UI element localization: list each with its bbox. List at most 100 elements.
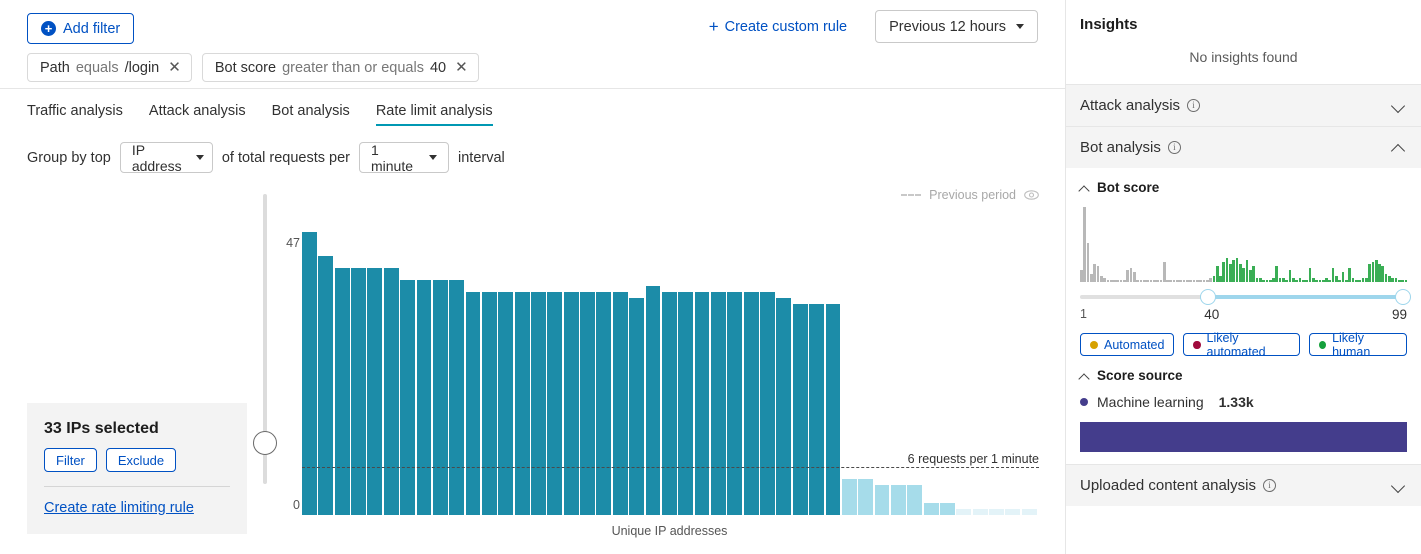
bar-ip31[interactable] [792, 304, 808, 515]
bar-ip20[interactable] [612, 292, 628, 515]
bar-ip43[interactable] [989, 508, 1004, 515]
slider-track[interactable] [263, 194, 267, 484]
histogram-bar [1212, 276, 1216, 282]
filter-chip-list: Path equals /login ✕ Bot score greater t… [27, 53, 1065, 82]
histogram-bar [1152, 280, 1156, 282]
close-icon[interactable]: ✕ [168, 59, 181, 76]
histogram-bar [1182, 280, 1186, 282]
bar-ip3[interactable] [334, 268, 350, 515]
bot-score-range-slider[interactable] [1080, 288, 1411, 306]
bar-ip30[interactable] [776, 298, 792, 515]
bar-ip42[interactable] [972, 508, 988, 515]
bar-ip39[interactable] [923, 502, 939, 515]
close-icon[interactable]: ✕ [455, 59, 468, 76]
bar-ip14[interactable] [514, 292, 530, 515]
filter-button[interactable]: Filter [44, 448, 97, 472]
bar-ip15[interactable] [531, 292, 546, 515]
bar-ip11[interactable] [465, 292, 481, 515]
time-range-value: Previous 12 hours [889, 18, 1006, 35]
tab-bot-analysis[interactable]: Bot analysis [271, 103, 350, 119]
eye-icon[interactable] [1024, 190, 1039, 200]
bar-ip1[interactable] [302, 232, 317, 515]
accordion-uploaded-content-analysis[interactable]: Uploaded content analysis i [1066, 464, 1421, 506]
tab-rate-limit-analysis[interactable]: Rate limit analysis [375, 103, 493, 126]
range-handle-low[interactable] [1199, 289, 1216, 305]
slider-handle[interactable] [253, 431, 277, 455]
histogram-bar [1146, 280, 1149, 282]
interval-select[interactable]: 1 minute [359, 142, 449, 174]
filter-bar: + Add filter Path equals /login ✕ Bot sc… [0, 0, 1065, 89]
accordion-bot-analysis[interactable]: Bot analysis i [1066, 126, 1421, 168]
create-custom-rule-button[interactable]: + Create custom rule [709, 18, 847, 35]
bar-ip9[interactable] [432, 280, 448, 515]
badge-likely-human[interactable]: Likely human [1309, 331, 1407, 359]
histogram-bar [1229, 264, 1232, 282]
info-icon[interactable]: i [1262, 479, 1276, 492]
bar-ip22[interactable] [645, 286, 661, 515]
bar-ip23[interactable] [661, 292, 677, 515]
bar-ip29[interactable] [760, 292, 775, 515]
info-icon[interactable]: i [1187, 99, 1201, 112]
create-rate-limiting-rule-link[interactable]: Create rate limiting rule [44, 500, 194, 516]
bar-ip12[interactable] [481, 292, 497, 515]
bar-ip34[interactable] [841, 478, 857, 515]
dimension-select[interactable]: IP address [119, 142, 213, 174]
selection-card: 33 IPs selected Filter Exclude Create ra… [27, 403, 247, 534]
histogram-bar [1305, 280, 1308, 282]
add-filter-button[interactable]: + Add filter [27, 13, 135, 44]
bar-ip41[interactable] [956, 508, 972, 515]
bar-ip26[interactable] [710, 292, 726, 515]
bar-ip45[interactable] [1021, 508, 1037, 515]
main-content: + Add filter Path equals /login ✕ Bot sc… [0, 0, 1065, 538]
badge-label: Automated [1104, 337, 1165, 352]
bar-ip24[interactable] [678, 292, 694, 515]
bar-ip5[interactable] [367, 268, 383, 515]
bar-ip33[interactable] [825, 304, 841, 515]
bot-category-badges: Automated Likely automated Likely human [1066, 323, 1421, 359]
threshold-slider[interactable] [253, 194, 277, 484]
range-handle-high[interactable] [1395, 289, 1411, 305]
bar-ip32[interactable] [809, 304, 824, 515]
bar-ip7[interactable] [400, 280, 416, 515]
bar-ip16[interactable] [547, 292, 563, 515]
time-range-select[interactable]: Previous 12 hours [875, 10, 1038, 43]
tab-traffic-analysis[interactable]: Traffic analysis [27, 103, 123, 119]
bar-ip17[interactable] [563, 292, 579, 515]
bar-ip44[interactable] [1005, 508, 1021, 515]
bar-ip21[interactable] [629, 298, 645, 515]
filter-chip-path[interactable]: Path equals /login ✕ [27, 53, 192, 82]
bar-ip19[interactable] [596, 292, 612, 515]
filter-chip-bot-score[interactable]: Bot score greater than or equals 40 ✕ [201, 53, 479, 82]
histogram-bar [1391, 278, 1395, 282]
bar-ip25[interactable] [694, 292, 710, 515]
exclude-button[interactable]: Exclude [105, 448, 177, 472]
badge-likely-automated[interactable]: Likely automated [1183, 330, 1301, 359]
bar-ip38[interactable] [907, 484, 923, 515]
bar-ip8[interactable] [416, 280, 432, 515]
tab-attack-analysis[interactable]: Attack analysis [148, 103, 246, 119]
accordion-attack-analysis[interactable]: Attack analysis i [1066, 84, 1421, 126]
bar-ip6[interactable] [383, 268, 399, 515]
bot-score-subsection-header[interactable]: Bot score [1066, 168, 1421, 195]
bar-ip27[interactable] [727, 292, 743, 515]
bar-ip28[interactable] [743, 292, 759, 515]
range-min-label: 1 [1080, 307, 1087, 321]
bar-ip4[interactable] [351, 268, 366, 515]
badge-label: Likely automated [1206, 330, 1266, 359]
histogram-bar [1106, 280, 1110, 282]
bar-ip10[interactable] [449, 280, 465, 515]
histogram-bar [1401, 280, 1405, 282]
bar-ip2[interactable] [318, 256, 334, 515]
bar-ip37[interactable] [890, 484, 906, 515]
score-source-subsection-header[interactable]: Score source [1066, 356, 1421, 383]
bar-ip40[interactable] [940, 502, 955, 515]
badge-automated[interactable]: Automated [1080, 333, 1175, 356]
bar-ip13[interactable] [498, 292, 514, 515]
histogram-bar [1325, 278, 1328, 282]
bar-series[interactable] [302, 232, 1037, 515]
bar-ip35[interactable] [858, 478, 874, 515]
previous-period-legend[interactable]: Previous period [901, 188, 1039, 202]
bar-ip36[interactable] [874, 484, 890, 515]
bar-ip18[interactable] [580, 292, 595, 515]
info-icon[interactable]: i [1167, 141, 1181, 154]
